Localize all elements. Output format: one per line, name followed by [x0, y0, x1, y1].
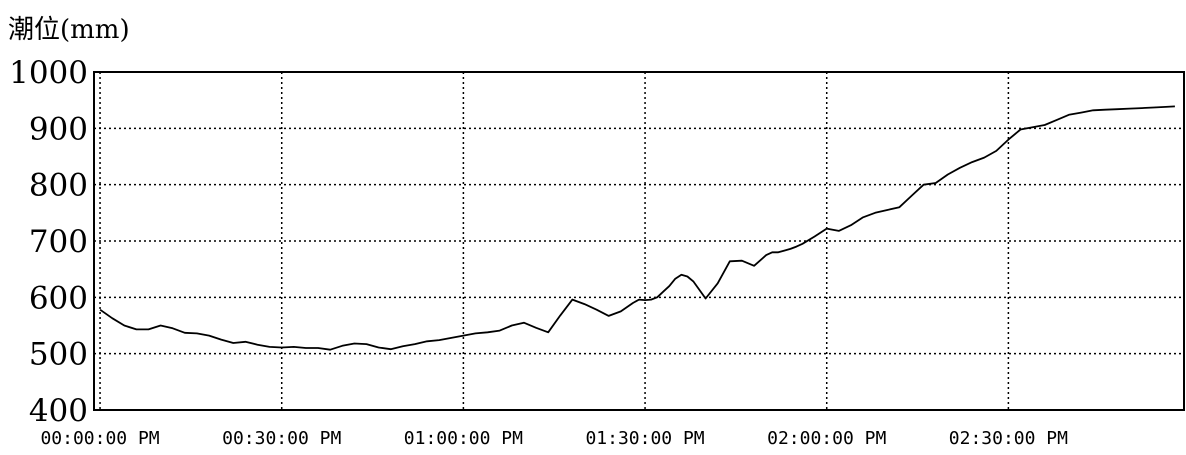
- series-line: [99, 105, 1175, 351]
- y-tick-label: 600: [29, 280, 88, 316]
- y-tick-label: 400: [29, 393, 88, 429]
- series-group: [99, 105, 1175, 351]
- x-axis-ticks: 00:00:00 PM 00:30:00 PM 01:00:00 PM 01:30:0…: [40, 428, 1068, 449]
- plot-frame: [93, 71, 1185, 411]
- x-tick-label: 01:00:00 PM: [404, 428, 523, 449]
- grid-lines: [94, 72, 1184, 410]
- x-tick-label: 02:30:00 PM: [949, 428, 1068, 449]
- y-tick-label: 800: [29, 168, 88, 204]
- x-tick-label: 00:30:00 PM: [222, 428, 341, 449]
- y-tick-label: 1000: [9, 55, 88, 91]
- y-tick-label: 700: [29, 224, 88, 260]
- x-tick-label: 02:00:00 PM: [767, 428, 886, 449]
- y-axis-label: 潮位(mm): [8, 15, 130, 45]
- y-tick-label: 500: [29, 337, 88, 373]
- x-tick-label: 00:00:00 PM: [40, 428, 159, 449]
- y-tick-label: 900: [29, 111, 88, 147]
- y-axis-ticks: 1000 900 800 700 600 500 400: [9, 55, 88, 429]
- x-tick-label: 01:30:00 PM: [585, 428, 704, 449]
